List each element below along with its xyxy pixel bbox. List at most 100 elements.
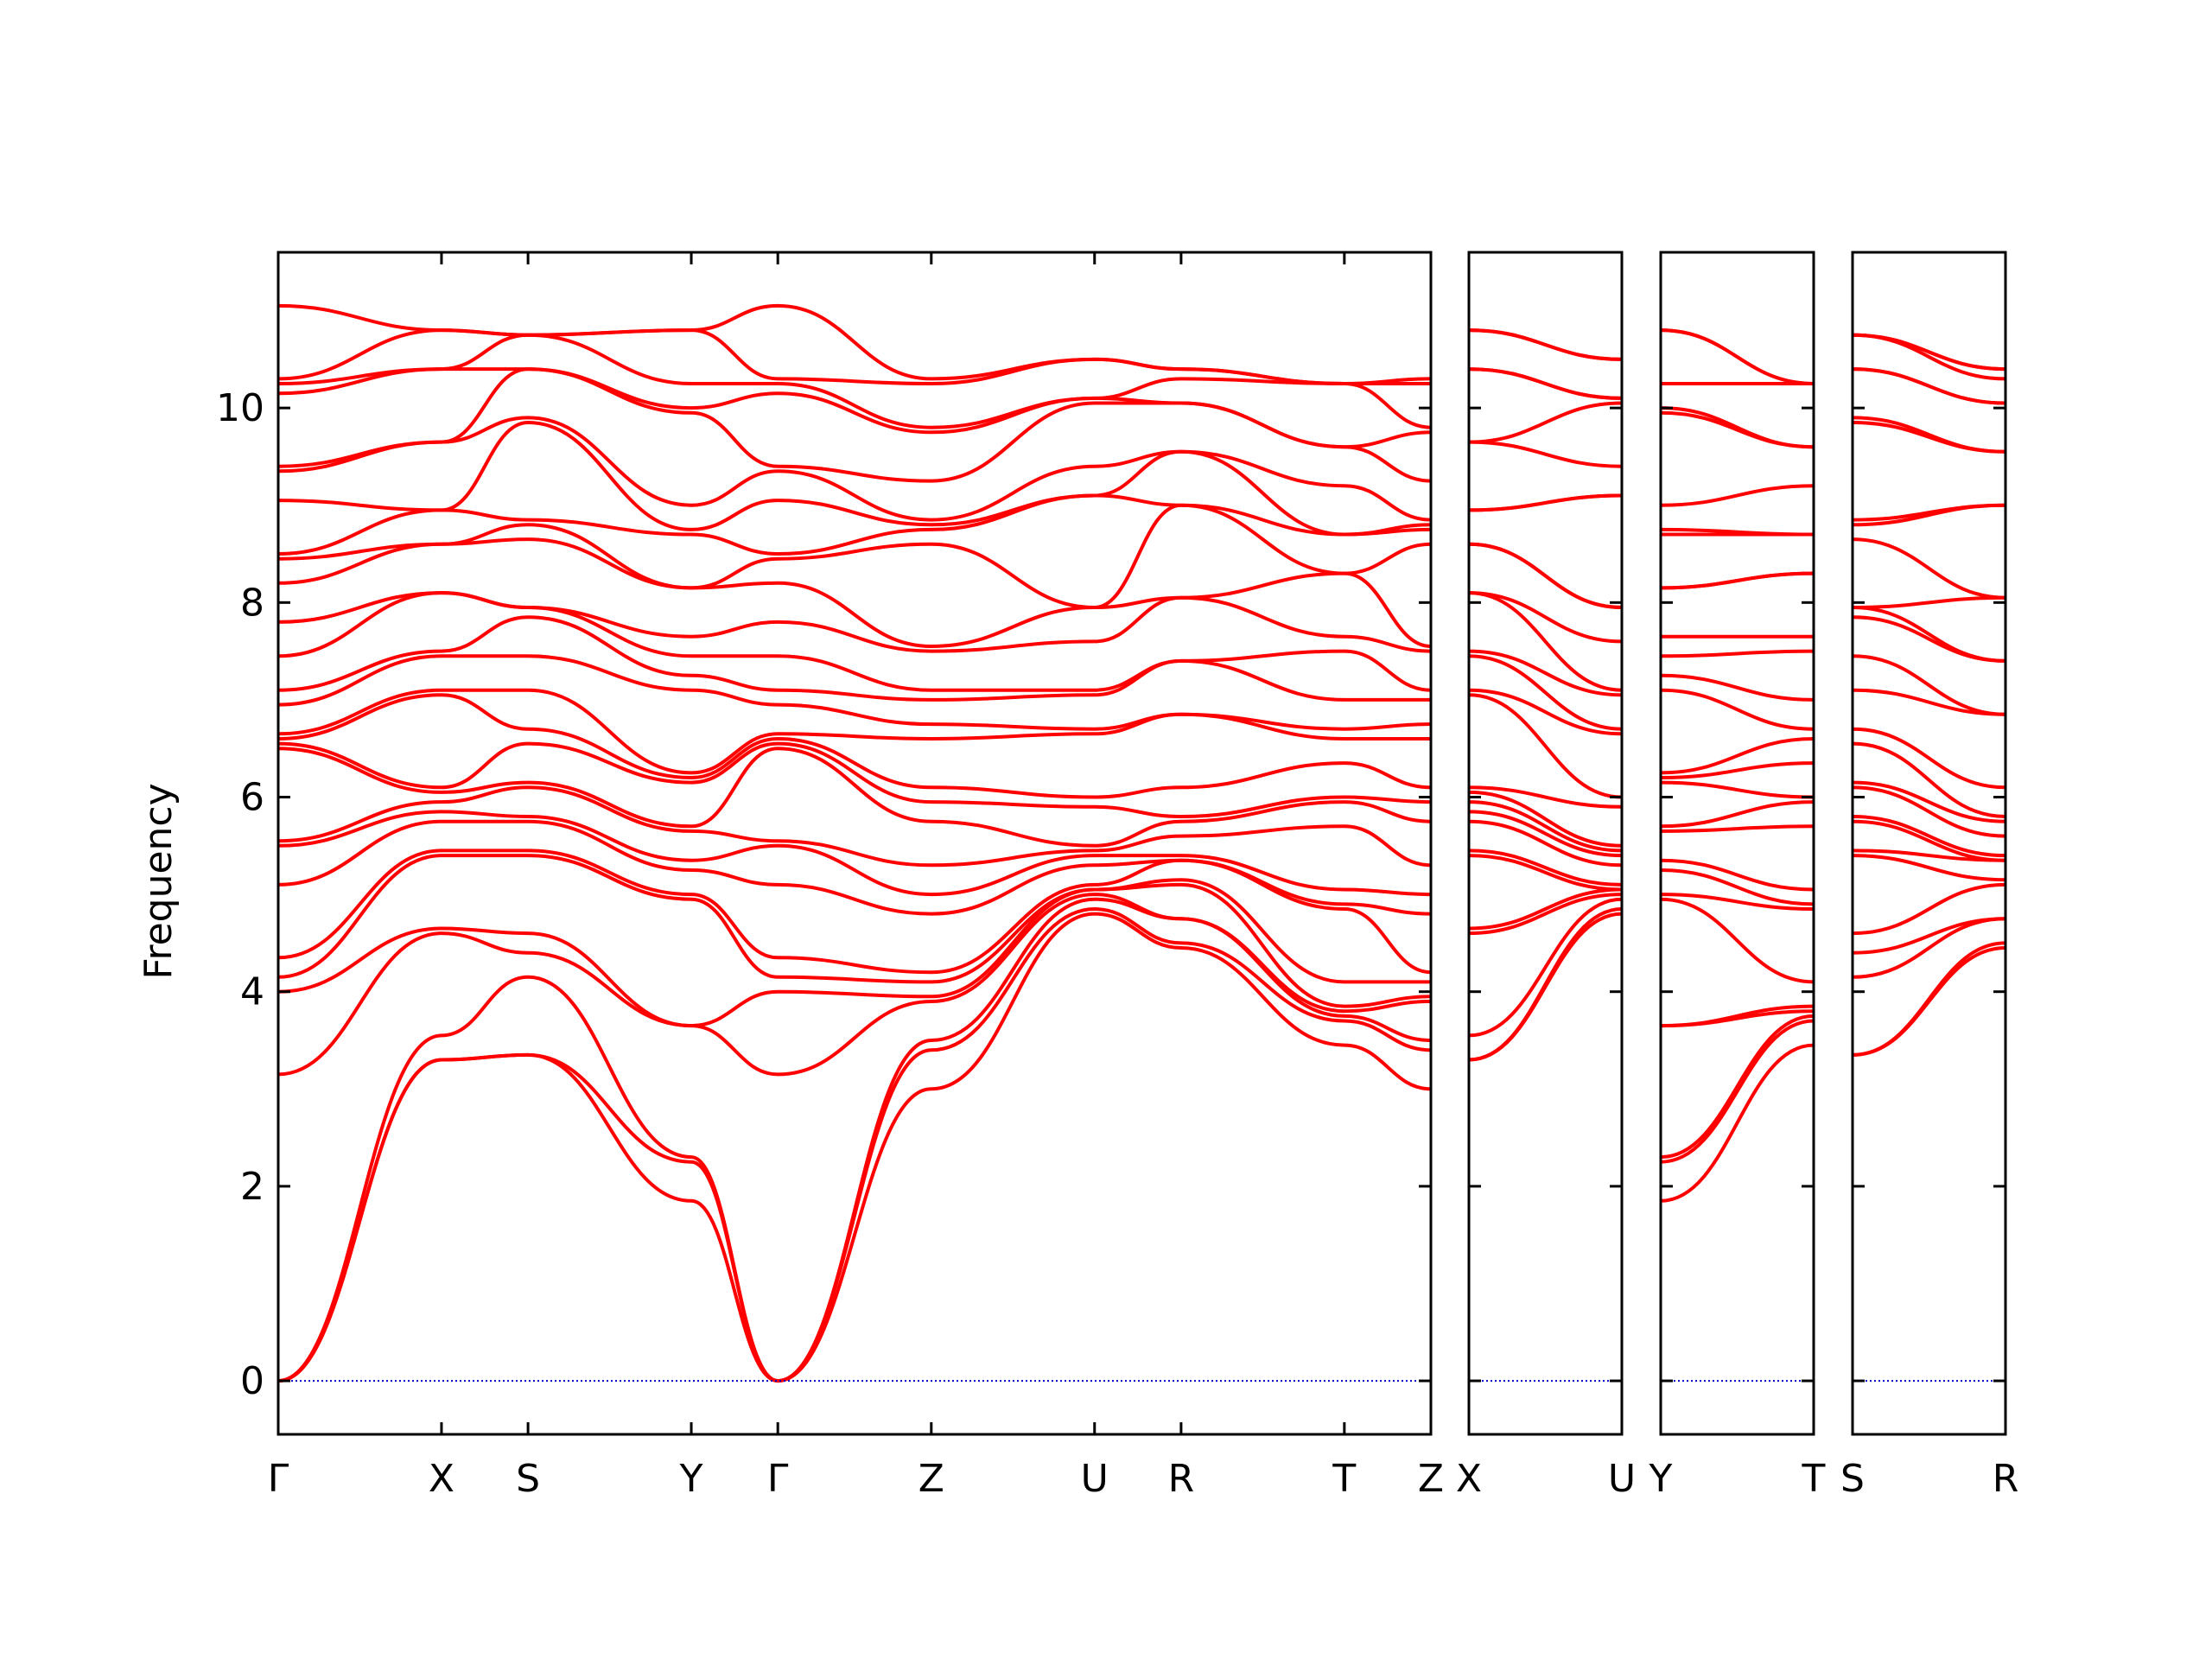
- band-line-18: [277, 591, 1432, 653]
- band-line-1: [1660, 1043, 1815, 1203]
- band-line-21: [1852, 503, 2006, 522]
- band-line-8: [1660, 868, 1815, 906]
- band-line-13: [1660, 761, 1815, 779]
- band-line-5: [277, 882, 1432, 1028]
- band-line-3: [277, 897, 1432, 1383]
- x-tick-label: U: [1608, 1457, 1636, 1501]
- band-line-23: [1852, 416, 2006, 454]
- band-line-19: [1852, 537, 2006, 600]
- band-line-23: [1660, 484, 1815, 507]
- band-line-13: [277, 693, 1432, 799]
- panel-frame: [1467, 251, 1624, 1436]
- band-line-12: [1468, 785, 1623, 809]
- band-line-5: [1468, 887, 1623, 931]
- band-line-21: [277, 493, 1432, 556]
- band-line-5: [1852, 882, 2006, 936]
- panel-frame: [276, 251, 1433, 1436]
- band-line-11: [1660, 800, 1815, 829]
- band-line-14: [1468, 688, 1623, 736]
- x-tick-label: X: [429, 1457, 454, 1501]
- band-line-13: [1852, 727, 2006, 790]
- band-line-25: [277, 367, 1432, 449]
- band-line-20: [277, 503, 1432, 610]
- band-line-15: [1468, 654, 1623, 731]
- band-line-26: [1852, 333, 2006, 381]
- band-line-6: [1660, 897, 1815, 984]
- band-line-23: [277, 416, 1432, 522]
- band-line-4: [1468, 893, 1623, 936]
- x-tick-label: Y: [1649, 1457, 1673, 1501]
- band-line-16: [277, 615, 1431, 702]
- band-line-28: [1660, 328, 1815, 385]
- band-line-6: [277, 854, 1431, 984]
- band-line-12: [1660, 780, 1815, 799]
- band-line-9: [1468, 810, 1623, 858]
- band-line-12: [1852, 741, 2006, 818]
- y-tick-label: 2: [240, 1165, 264, 1209]
- band-line-10: [1468, 800, 1623, 853]
- band-line-11: [1468, 790, 1623, 848]
- band-line-19: [277, 537, 1432, 649]
- y-tick-label: 4: [240, 970, 264, 1014]
- band-line-20: [1852, 503, 2006, 527]
- band-line-3: [1660, 1014, 1815, 1160]
- band-line-23: [1468, 440, 1623, 468]
- band-line-17: [1852, 606, 2006, 663]
- band-line-24: [1660, 410, 1815, 449]
- band-line-11: [1852, 780, 2006, 823]
- band-line-8: [1468, 819, 1623, 868]
- band-line-4: [1852, 917, 2006, 955]
- band-line-10: [1852, 785, 2006, 838]
- band-line-9: [1852, 815, 2006, 858]
- band-line-24: [277, 367, 1432, 483]
- band-line-24: [1468, 401, 1623, 444]
- band-line-18: [1852, 595, 2006, 609]
- x-tick-label: T: [1332, 1457, 1356, 1501]
- band-line-22: [277, 420, 1432, 537]
- band-line-15: [1660, 688, 1815, 731]
- x-tick-label: Z: [918, 1457, 944, 1501]
- band-line-8: [1852, 819, 2006, 862]
- y-tick-label: 8: [240, 581, 264, 625]
- band-line-2: [1852, 941, 2006, 1057]
- band-line-10: [277, 785, 1432, 868]
- band-line-13: [1468, 693, 1623, 799]
- band-line-9: [277, 810, 1432, 897]
- band-line-28: [277, 303, 1432, 386]
- x-tick-label: Γ: [767, 1457, 789, 1501]
- y-axis-label: Frequency: [137, 783, 181, 979]
- band-line-26: [277, 333, 1432, 429]
- band-line-7: [277, 849, 1432, 975]
- x-tick-label: S: [1840, 1457, 1865, 1501]
- x-tick-label: Y: [679, 1457, 703, 1501]
- y-tick-label: 0: [240, 1359, 264, 1403]
- band-line-5: [1660, 1004, 1815, 1028]
- y-tick-label: 10: [216, 386, 264, 430]
- band-line-3: [1468, 897, 1623, 1038]
- band-line-28: [1468, 328, 1623, 361]
- band-line-6: [1468, 854, 1623, 892]
- band-line-1: [277, 912, 1432, 1383]
- band-line-16: [1852, 615, 2006, 663]
- panel-frame: [1659, 251, 1815, 1436]
- band-line-28: [1852, 333, 2006, 372]
- band-line-17: [1660, 649, 1815, 658]
- band-line-4: [277, 893, 1432, 1077]
- band-line-16: [1660, 673, 1815, 702]
- band-line-10: [1660, 824, 1815, 833]
- band-line-8: [277, 819, 1432, 916]
- band-line-20: [1468, 542, 1623, 609]
- band-line-17: [277, 591, 1432, 692]
- band-line-20: [1660, 571, 1815, 590]
- band-line-18: [1468, 591, 1623, 644]
- band-line-25: [1852, 367, 2006, 405]
- band-line-17: [1468, 591, 1623, 692]
- band-line-2: [1468, 907, 1623, 1062]
- band-line-22: [1852, 421, 2006, 454]
- panel-1: 0 2 4 6 8 10 Γ X S Y Γ Z U R T Z: [216, 251, 1444, 1501]
